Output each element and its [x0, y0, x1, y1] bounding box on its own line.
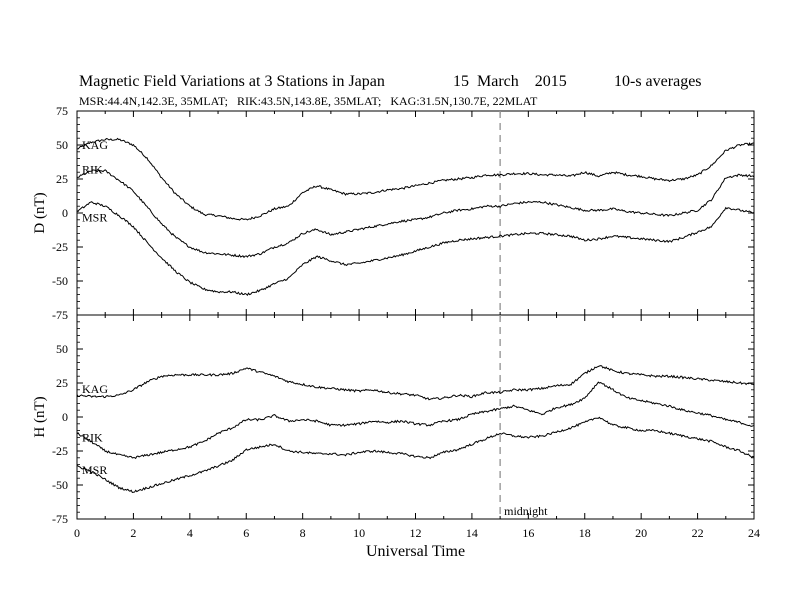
- y-tick-label: -50: [52, 478, 68, 492]
- series-line-msr-h: [76, 416, 755, 494]
- y-tick-label: 75: [56, 104, 68, 118]
- panel-D: [76, 110, 755, 316]
- x-tick-label: 8: [300, 526, 306, 540]
- series-label-kag: KAG: [82, 138, 108, 152]
- y-tick-label: -75: [52, 512, 68, 526]
- y-tick-label: -75: [52, 308, 68, 322]
- series-line-kag-h: [76, 365, 755, 401]
- panel-frame-H: [76, 314, 755, 520]
- panel-frame-D: [76, 110, 755, 316]
- series-line-rik-d: [76, 169, 755, 259]
- series-label-msr: MSR: [82, 211, 107, 225]
- series-line-rik-h: [76, 381, 755, 460]
- series-label-rik: RIK: [82, 163, 103, 177]
- x-tick-label: 6: [243, 526, 249, 540]
- panel-H: [76, 314, 755, 520]
- y-tick-label: 50: [56, 342, 68, 356]
- x-axis-label: Universal Time: [366, 543, 465, 560]
- y-tick-label: 0: [62, 206, 68, 220]
- x-tick-label: 20: [635, 526, 647, 540]
- chart-title: Magnetic Field Variations at 3 Stations …: [79, 73, 385, 90]
- y-axis-label: D (nT): [32, 192, 48, 233]
- x-tick-label: 2: [130, 526, 136, 540]
- x-tick-label: 0: [74, 526, 80, 540]
- y-tick-label: -25: [52, 444, 68, 458]
- x-tick-label: 24: [748, 526, 760, 540]
- x-tick-label: 4: [187, 526, 193, 540]
- x-tick-label: 14: [466, 526, 478, 540]
- x-tick-label: 10: [353, 526, 365, 540]
- series-label-msr: MSR: [82, 463, 107, 477]
- series-line-kag-d: [76, 137, 755, 221]
- x-tick-label: 12: [410, 526, 422, 540]
- x-tick-label: 22: [692, 526, 704, 540]
- x-tick-label: 16: [522, 526, 534, 540]
- x-tick-label: 18: [579, 526, 591, 540]
- series-label-rik: RIK: [82, 430, 103, 444]
- y-tick-label: -25: [52, 240, 68, 254]
- chart-date: 15 March 2015: [453, 73, 567, 90]
- station-coordinates: MSR:44.4N,142.3E, 35MLAT; RIK:43.5N,143.…: [79, 94, 538, 108]
- y-tick-label: 0: [62, 410, 68, 424]
- y-tick-label: 25: [56, 376, 68, 390]
- series-line-msr-d: [76, 201, 755, 297]
- y-tick-label: 25: [56, 172, 68, 186]
- averaging-label: 10-s averages: [614, 73, 702, 90]
- midnight-label: midnight: [504, 504, 548, 518]
- y-tick-label: 50: [56, 138, 68, 152]
- series-label-kag: KAG: [82, 382, 108, 396]
- y-axis-label: H (nT): [32, 396, 48, 437]
- y-tick-label: -50: [52, 274, 68, 288]
